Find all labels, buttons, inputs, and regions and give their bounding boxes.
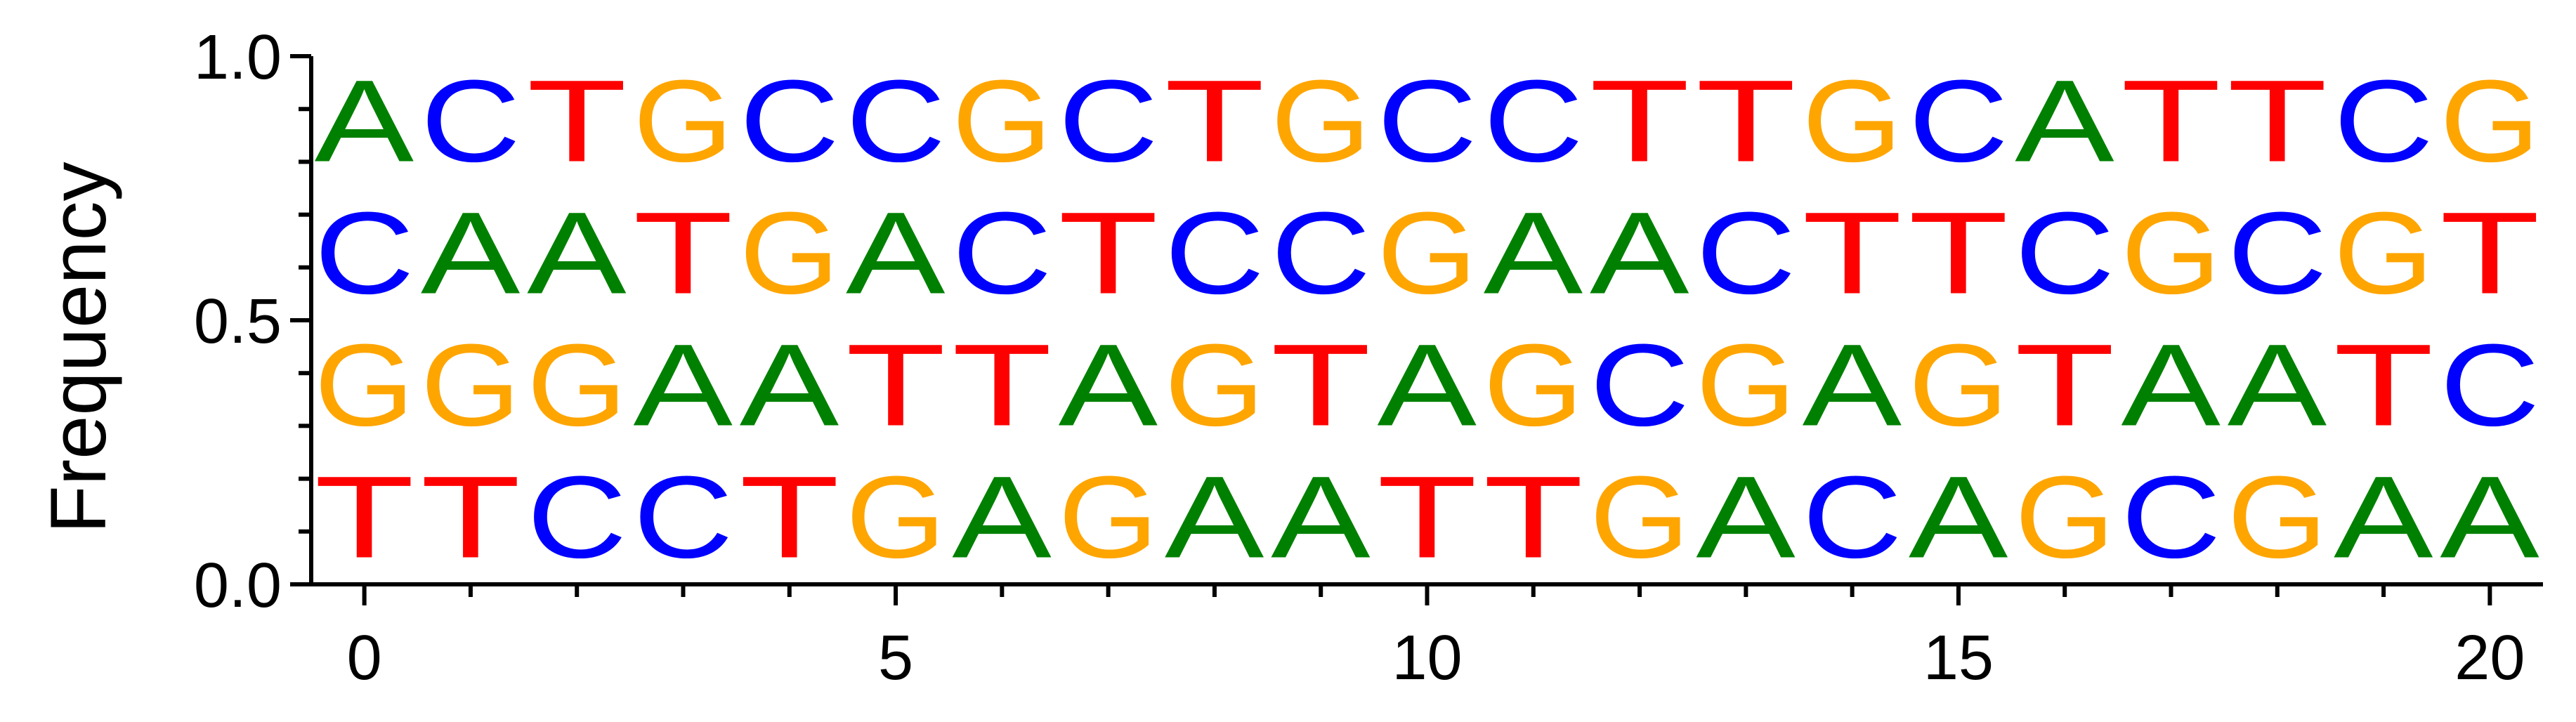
logo-letter-T: T [1377,452,1477,582]
logo-letter-C: C [421,55,521,186]
x-ticks: 0 5 10 15 20 [347,584,2525,693]
logo-letter-A: A [1059,320,1158,451]
logo-letter-C: C [2440,320,2539,450]
logo-letter-A: A [527,188,627,319]
logo-letter-A: A [1484,188,1583,319]
logo-letter-A: A [1803,320,1902,451]
logo-letter-G: G [1165,320,1264,451]
logo-letter-G: G [1590,452,1689,583]
logo-letter-T: T [1484,452,1583,582]
logo-letter-C: C [1165,188,1264,318]
logo-letter-A: A [1377,320,1477,451]
logo-letter-T: T [1803,188,1902,318]
logo-letter-C: C [2228,188,2327,318]
logo-letter-A: A [2121,320,2221,451]
logo-letter-T: T [1590,55,1689,186]
y-axis-title: Frequency [34,162,122,533]
logo-letter-A: A [1909,452,2008,583]
logo-letter-C: C [952,188,1052,318]
y-tick-label: 0.5 [194,287,282,357]
logo-letter-T: T [2228,55,2327,186]
logo-letter-A: A [421,188,521,319]
logo-letter-A: A [2440,452,2539,583]
logo-letter-C: C [1590,320,1689,450]
logo-letter-G: G [1803,56,1902,187]
logo-letter-T: T [1909,188,2008,318]
logo-letter-C: C [846,55,946,186]
logo-letter-A: A [1590,188,1689,319]
logo-letter-G: G [1484,320,1583,451]
logo-letter-T: T [1059,188,1158,318]
logo-letter-G: G [740,188,839,319]
logo-letter-C: C [2334,55,2433,186]
x-tick-label: 20 [2454,623,2525,693]
logo-letter-T: T [2440,188,2539,318]
logo-letter-A: A [2334,452,2433,583]
letter-stacks: TGCATGACCGATCATGTAGCGTACATCGGATCAGCTATCG… [315,55,2540,583]
logo-letter-T: T [740,452,839,582]
x-tick-label: 0 [347,623,382,693]
logo-letter-C: C [1377,55,1477,186]
logo-letter-C: C [315,188,414,318]
logo-letter-A: A [1165,452,1264,583]
x-tick-label: 10 [1392,623,1462,693]
logo-letter-G: G [846,452,946,583]
logo-letter-T: T [633,188,733,318]
logo-letter-T: T [952,320,1052,450]
x-tick-label: 15 [1923,623,1994,693]
logo-letter-A: A [740,320,839,451]
logo-letter-C: C [1803,452,1902,582]
logo-letter-G: G [421,320,521,451]
logo-letter-G: G [1377,188,1477,319]
logo-letter-A: A [1696,452,1796,583]
logo-letter-G: G [2121,188,2221,319]
logo-letter-T: T [2121,55,2221,186]
logo-letter-G: G [1271,56,1371,187]
y-tick-label: 0.0 [194,551,282,621]
logo-letter-A: A [846,188,946,319]
logo-letter-A: A [633,320,733,451]
logo-letter-G: G [1696,320,1796,451]
logo-letter-C: C [633,452,733,582]
y-ticks: 0.0 0.5 1.0 [194,22,311,621]
logo-letter-T: T [527,55,627,186]
logo-letter-T: T [2015,320,2114,450]
logo-letter-T: T [1271,320,1371,450]
logo-letter-T: T [315,452,414,582]
logo-letter-A: A [952,452,1052,583]
logo-letter-G: G [2440,56,2539,187]
logo-letter-G: G [1059,452,1158,583]
logo-letter-T: T [1696,55,1796,186]
logo-letter-G: G [2228,452,2327,583]
logo-letter-G: G [1909,320,2008,451]
y-tick-label: 1.0 [194,22,282,93]
logo-letter-C: C [1271,188,1371,318]
logo-letter-T: T [1165,55,1264,186]
logo-letter-C: C [2121,452,2221,582]
logo-letter-A: A [2228,320,2327,451]
logo-letter-A: A [2015,56,2114,187]
logo-letter-C: C [527,452,627,582]
logo-letter-C: C [1059,55,1158,186]
logo-letter-G: G [527,320,627,451]
logo-letter-G: G [315,320,414,451]
logo-letter-G: G [2015,452,2114,583]
logo-letter-C: C [1484,55,1583,186]
logo-letter-G: G [2334,188,2433,319]
logo-letter-G: G [633,56,733,187]
logo-letter-C: C [740,55,839,186]
logo-letter-C: C [1909,55,2008,186]
logo-letter-C: C [1696,188,1796,318]
logo-letter-T: T [421,452,521,582]
logo-letter-G: G [952,56,1052,187]
x-tick-label: 5 [878,623,913,693]
logo-letter-T: T [846,320,946,450]
logo-letter-A: A [1271,452,1371,583]
logo-letter-C: C [2015,188,2114,318]
logo-letter-A: A [315,56,414,187]
logo-letter-T: T [2334,320,2433,450]
